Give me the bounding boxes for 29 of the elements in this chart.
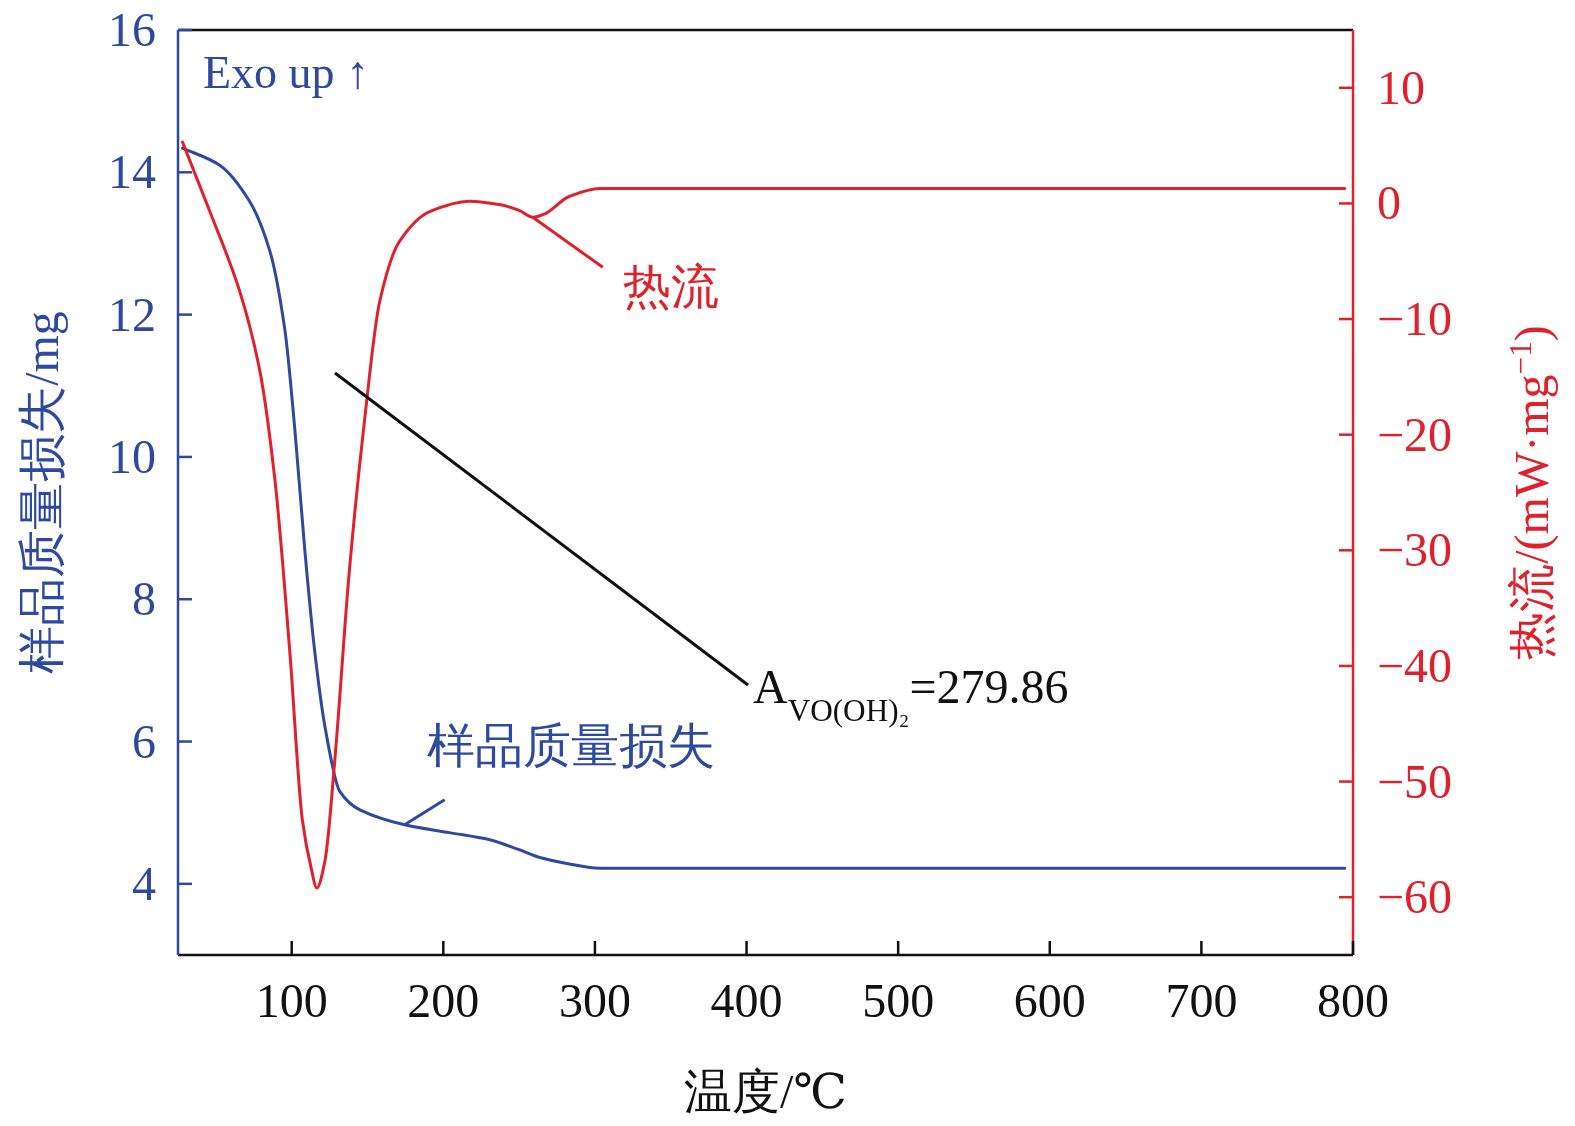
x-axis-title: 温度/℃ — [683, 1065, 848, 1118]
y2-tick-label: −60 — [1377, 870, 1453, 924]
annotation: Exo up ↑ — [203, 47, 370, 98]
y2-tick-label: −40 — [1377, 638, 1453, 692]
x-tick-label: 300 — [558, 974, 631, 1027]
y-tick-label: 10 — [108, 429, 156, 483]
y-tick-label: 4 — [132, 856, 156, 910]
x-tick-label: 400 — [710, 974, 783, 1027]
x-tick-label: 100 — [255, 974, 328, 1027]
y2-tick-label: 0 — [1377, 176, 1401, 230]
y2-tick-label: −50 — [1377, 754, 1453, 808]
y-tick-label: 16 — [108, 3, 156, 56]
x-tick-label: 200 — [407, 974, 480, 1027]
y2-tick-label: −10 — [1377, 292, 1453, 346]
y-tick-label: 6 — [132, 714, 156, 768]
y-axis-title: 样品质量损失/mg — [15, 311, 68, 674]
y2-tick-label: −30 — [1377, 523, 1453, 577]
y-tick-label: 14 — [108, 145, 156, 199]
annotation: A$_{VO(OH)₂}$=279.86 — [753, 660, 1069, 728]
series-label: 样品质量损失 — [426, 718, 715, 772]
y-tick-label: 8 — [132, 572, 156, 626]
x-tick-label: 500 — [862, 974, 935, 1027]
y2-tick-label: −20 — [1377, 407, 1453, 461]
x-tick-label: 700 — [1165, 974, 1238, 1027]
series-label: 热流 — [622, 260, 719, 314]
x-tick-label: 800 — [1317, 974, 1389, 1027]
y2-tick-label: 10 — [1377, 60, 1425, 114]
x-tick-label: 600 — [1013, 974, 1086, 1027]
y-tick-label: 12 — [108, 287, 156, 341]
